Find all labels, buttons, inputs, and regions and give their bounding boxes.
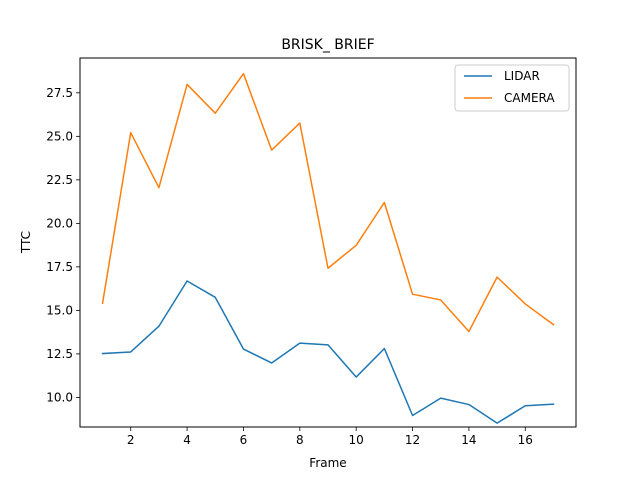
series-line-camera bbox=[101, 72, 555, 333]
x-axis-ticks: 2 4 6 8 10 12 14 16 bbox=[127, 427, 533, 447]
legend-label-camera: CAMERA bbox=[504, 91, 555, 105]
x-tick-label: 16 bbox=[518, 433, 533, 447]
y-tick-label: 10.0 bbox=[46, 390, 73, 404]
x-tick-label: 10 bbox=[349, 433, 364, 447]
legend: LIDAR CAMERA bbox=[454, 64, 570, 112]
series-layer bbox=[101, 72, 555, 424]
y-tick-label: 22.5 bbox=[46, 173, 73, 187]
x-axis-label: Frame bbox=[309, 456, 346, 470]
y-tick-label: 15.0 bbox=[46, 303, 73, 317]
x-tick-label: 8 bbox=[296, 433, 304, 447]
legend-label-lidar: LIDAR bbox=[504, 69, 540, 83]
x-tick-label: 14 bbox=[461, 433, 476, 447]
x-tick-label: 6 bbox=[240, 433, 248, 447]
y-tick-label: 17.5 bbox=[46, 260, 73, 274]
plot-frame bbox=[79, 57, 577, 428]
y-tick-label: 25.0 bbox=[46, 129, 73, 143]
x-tick-label: 12 bbox=[405, 433, 420, 447]
x-tick-label: 2 bbox=[127, 433, 135, 447]
y-tick-label: 12.5 bbox=[46, 347, 73, 361]
y-axis-ticks: 10.0 12.5 15.0 17.5 20.0 22.5 25.0 27.5 bbox=[46, 86, 80, 404]
y-axis-label: TTC bbox=[19, 231, 33, 254]
series-line-lidar bbox=[101, 280, 555, 424]
chart-title: BRISK_ BRIEF bbox=[281, 37, 374, 53]
x-tick-label: 4 bbox=[183, 433, 191, 447]
y-tick-label: 27.5 bbox=[46, 86, 73, 100]
y-tick-label: 20.0 bbox=[46, 216, 73, 230]
